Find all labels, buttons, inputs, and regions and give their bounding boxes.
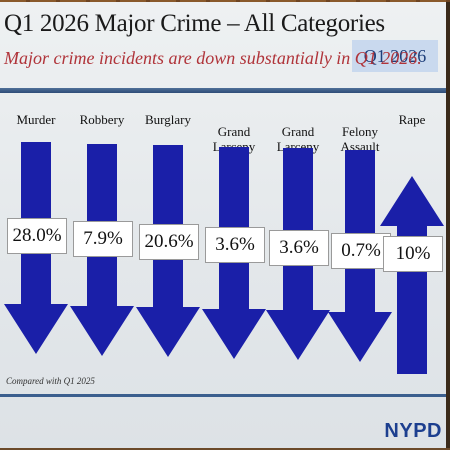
slide-title: Q1 2026 Major Crime – All Categories: [4, 10, 385, 37]
category-label: Murder: [16, 112, 56, 127]
footer-divider: [0, 394, 446, 397]
quarter-badge: Q1 2026: [352, 40, 438, 72]
change-value-box: 20.6%: [139, 224, 199, 260]
slide-subtitle: Major crime incidents are down substanti…: [4, 48, 422, 68]
change-value-box: 10%: [383, 236, 443, 272]
category-label: Burglary: [145, 112, 191, 127]
change-value-box: 0.7%: [331, 233, 391, 269]
header-divider: [0, 88, 446, 93]
up-arrow-icon: [380, 176, 444, 374]
change-value-box: 28.0%: [7, 218, 67, 254]
change-value-box: 7.9%: [73, 221, 133, 257]
comparison-footnote: Compared with Q1 2025: [6, 376, 95, 386]
nypd-logo: NYPD: [384, 420, 442, 442]
category-label: Rape: [398, 112, 426, 127]
category-label: Robbery: [79, 112, 125, 127]
change-value-box: 3.6%: [205, 227, 265, 263]
change-value-box: 3.6%: [269, 230, 329, 266]
